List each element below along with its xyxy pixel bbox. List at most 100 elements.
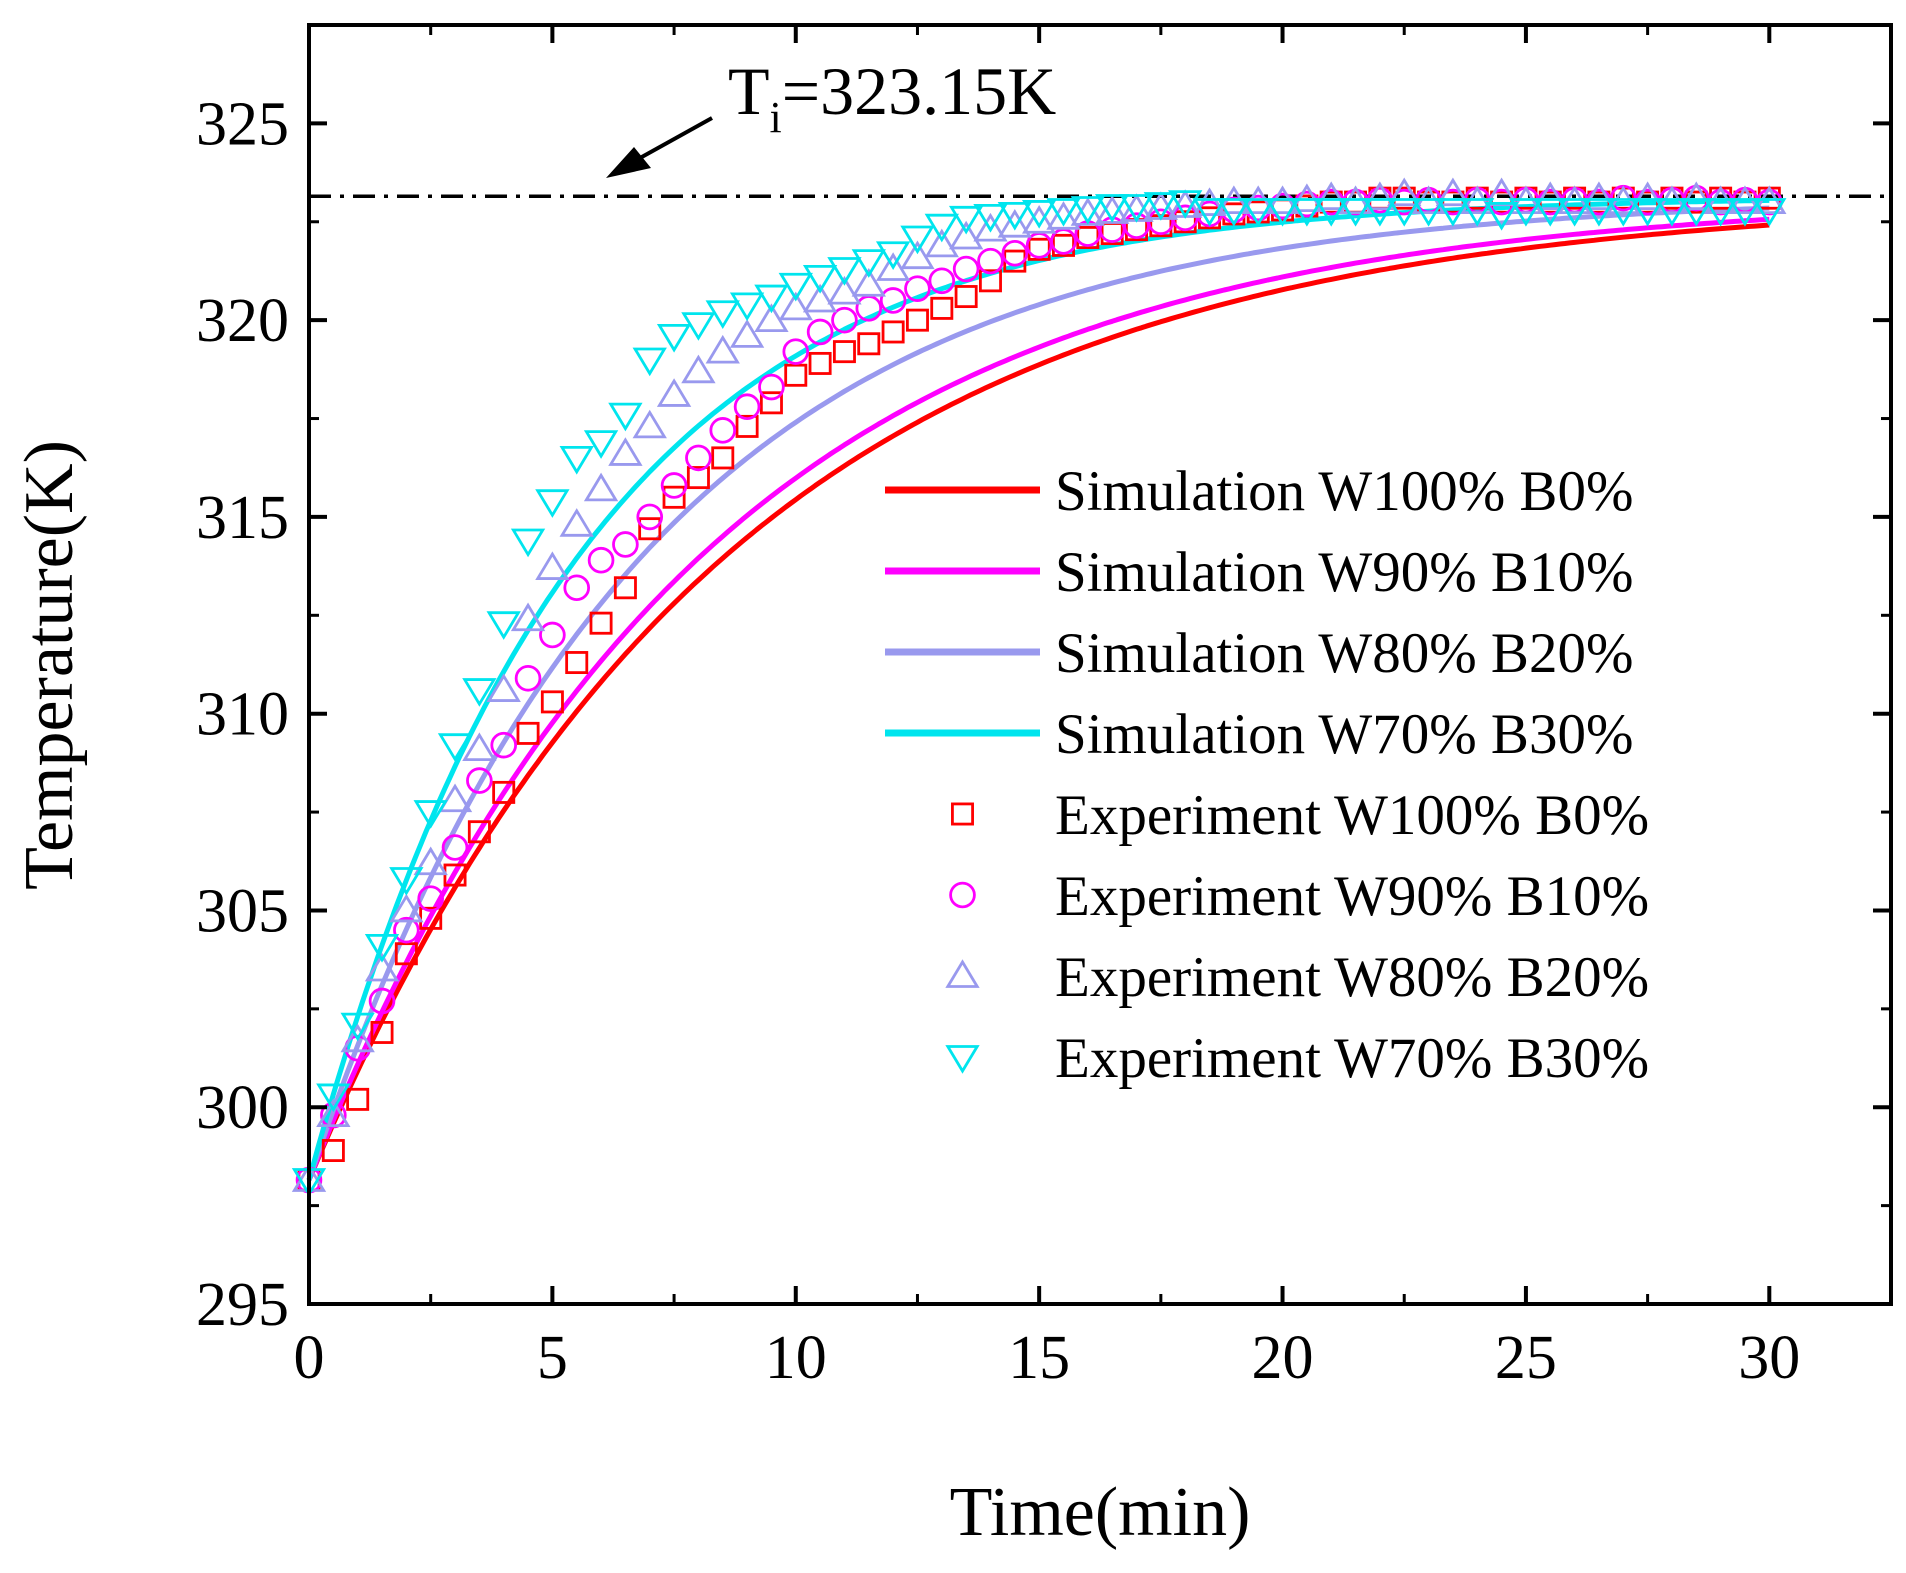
y-axis-title: Temperature(K): [11, 440, 88, 890]
x-tick-label: 30: [1738, 1324, 1800, 1392]
data-point-experiment-w90-b10-: [539, 621, 566, 649]
data-point-experiment-w80-b20-: [583, 472, 619, 502]
data-point-experiment-w70-b30-: [1703, 198, 1738, 227]
data-point-experiment-w80-b20-: [1387, 177, 1422, 207]
data-point-experiment-w80-b20-: [1679, 181, 1714, 211]
data-point-experiment-w100-b0-: [516, 721, 540, 745]
data-point-experiment-w100-b0-: [540, 690, 564, 714]
data-point-experiment-w100-b0-: [930, 296, 954, 320]
data-point-experiment-w70-b30-: [316, 1083, 351, 1113]
data-point-experiment-w90-b10-: [806, 318, 834, 346]
data-point-experiment-w100-b0-: [346, 1087, 370, 1111]
data-point-experiment-w80-b20-: [486, 673, 521, 702]
data-point-experiment-w100-b0-: [467, 820, 491, 844]
data-point-experiment-w90-b10-: [1001, 239, 1029, 267]
series-line-simulation-w90-b10-: [306, 216, 1770, 1181]
data-point-experiment-w70-b30-: [462, 678, 497, 707]
x-tick-label: 0: [294, 1324, 325, 1392]
data-point-experiment-w70-b30-: [802, 264, 838, 294]
data-point-experiment-w90-b10-: [441, 834, 469, 861]
data-point-experiment-w70-b30-: [437, 733, 473, 762]
x-axis-title: Time(min): [950, 1474, 1251, 1551]
data-point-experiment-w90-b10-: [831, 306, 858, 334]
legend-label-simulation-w80-b20-: Simulation W80% B20%: [1055, 622, 1633, 685]
data-point-experiment-w90-b10-: [612, 531, 639, 558]
legend: Simulation W100% B0% Simulation W90% B10%…: [885, 460, 1649, 1090]
data-point-experiment-w100-b0-: [394, 942, 418, 966]
data-point-experiment-w70-b30-: [1411, 198, 1446, 227]
data-point-experiment-w70-b30-: [1338, 198, 1373, 227]
legend-swatch-experiment-w100-b0-: [951, 802, 974, 826]
data-point-experiment-w80-b20-: [997, 208, 1032, 238]
data-point-experiment-w80-b20-: [900, 240, 935, 270]
data-point-experiment-w80-b20-: [948, 220, 984, 250]
plot-frame: [307, 23, 1893, 1306]
data-point-experiment-w70-b30-: [340, 1012, 375, 1042]
data-point-experiment-w80-b20-: [510, 602, 546, 632]
legend-label-experiment-w100-b0-: Experiment W100% B0%: [1055, 784, 1649, 847]
data-point-experiment-w80-b20-: [851, 268, 886, 297]
data-point-experiment-w80-b20-: [1192, 187, 1227, 216]
data-point-experiment-w70-b30-: [1143, 192, 1179, 221]
data-point-experiment-w70-b30-: [510, 528, 546, 558]
data-point-experiment-w80-b20-: [681, 354, 716, 384]
data-point-experiment-w70-b30-: [729, 292, 765, 322]
legend-label-simulation-w100-b0-: Simulation W100% B0%: [1055, 460, 1633, 523]
data-point-experiment-w70-b30-: [851, 249, 886, 278]
data-point-experiment-w100-b0-: [808, 351, 832, 375]
data-point-experiment-w80-b20-: [924, 228, 959, 258]
y-tick-label: 295: [196, 1271, 289, 1339]
data-point-experiment-w100-b0-: [613, 576, 637, 600]
data-point-experiment-w70-b30-: [778, 272, 813, 302]
data-point-experiment-w90-b10-: [514, 664, 542, 692]
data-point-experiment-w90-b10-: [660, 472, 688, 499]
data-point-experiment-w100-b0-: [492, 780, 516, 804]
data-point-experiment-w70-b30-: [632, 347, 667, 377]
axis-ticks: [307, 25, 1891, 1306]
data-point-experiment-w80-b20-: [559, 508, 594, 537]
data-point-experiment-w70-b30-: [608, 402, 643, 432]
data-point-experiment-w100-b0-: [759, 391, 783, 415]
data-point-experiment-w90-b10-: [758, 373, 785, 401]
data-point-experiment-w70-b30-: [486, 611, 521, 640]
data-point-experiment-w70-b30-: [948, 205, 984, 235]
data-point-experiment-w90-b10-: [904, 275, 931, 302]
x-tick-label: 15: [1008, 1324, 1070, 1392]
y-tick-label: 305: [196, 877, 289, 945]
ti-annotation: Ti=323.15K: [606, 53, 1056, 178]
data-point-experiment-w80-b20-: [802, 283, 838, 313]
data-point-experiment-w90-b10-: [928, 267, 956, 295]
data-point-experiment-w70-b30-: [583, 430, 619, 459]
data-point-experiment-w70-b30-: [1533, 198, 1568, 227]
data-point-experiment-w80-b20-: [462, 732, 497, 762]
series-line-simulation-w80-b20-: [306, 205, 1770, 1181]
data-point-experiment-w70-b30-: [656, 323, 692, 353]
data-point-experiment-w100-b0-: [905, 308, 929, 332]
data-point-experiment-w80-b20-: [973, 212, 1008, 242]
data-point-experiment-w80-b20-: [729, 319, 765, 348]
data-point-experiment-w70-b30-: [364, 933, 400, 963]
ti-annotation-value: =323.15K: [782, 53, 1056, 129]
data-point-experiment-w90-b10-: [733, 393, 761, 421]
data-point-experiment-w80-b20-: [535, 551, 570, 580]
ti-annotation-prefix: T: [728, 53, 770, 129]
data-point-experiment-w80-b20-: [364, 952, 400, 982]
data-point-experiment-w100-b0-: [370, 1020, 394, 1044]
data-point-experiment-w100-b0-: [565, 651, 589, 675]
ti-annotation-arrowhead: [606, 147, 651, 178]
y-tick-label: 300: [196, 1074, 289, 1142]
y-tick-label: 325: [196, 90, 289, 158]
data-point-experiment-w70-b30-: [1265, 198, 1300, 227]
data-point-experiment-w70-b30-: [1021, 200, 1057, 229]
data-point-experiment-w70-b30-: [681, 312, 716, 341]
data-point-experiment-w80-b20-: [632, 409, 667, 439]
legend-swatch-experiment-w80-b20-: [945, 959, 980, 988]
x-tick-label: 5: [537, 1324, 568, 1392]
data-point-experiment-w70-b30-: [1362, 198, 1398, 227]
x-tick-label: 10: [765, 1324, 827, 1392]
data-point-experiment-w90-b10-: [636, 503, 664, 531]
legend-label-experiment-w80-b20-: Experiment W80% B20%: [1055, 946, 1649, 1009]
data-point-experiment-w70-b30-: [1752, 198, 1787, 227]
data-point-experiment-w80-b20-: [778, 291, 813, 321]
